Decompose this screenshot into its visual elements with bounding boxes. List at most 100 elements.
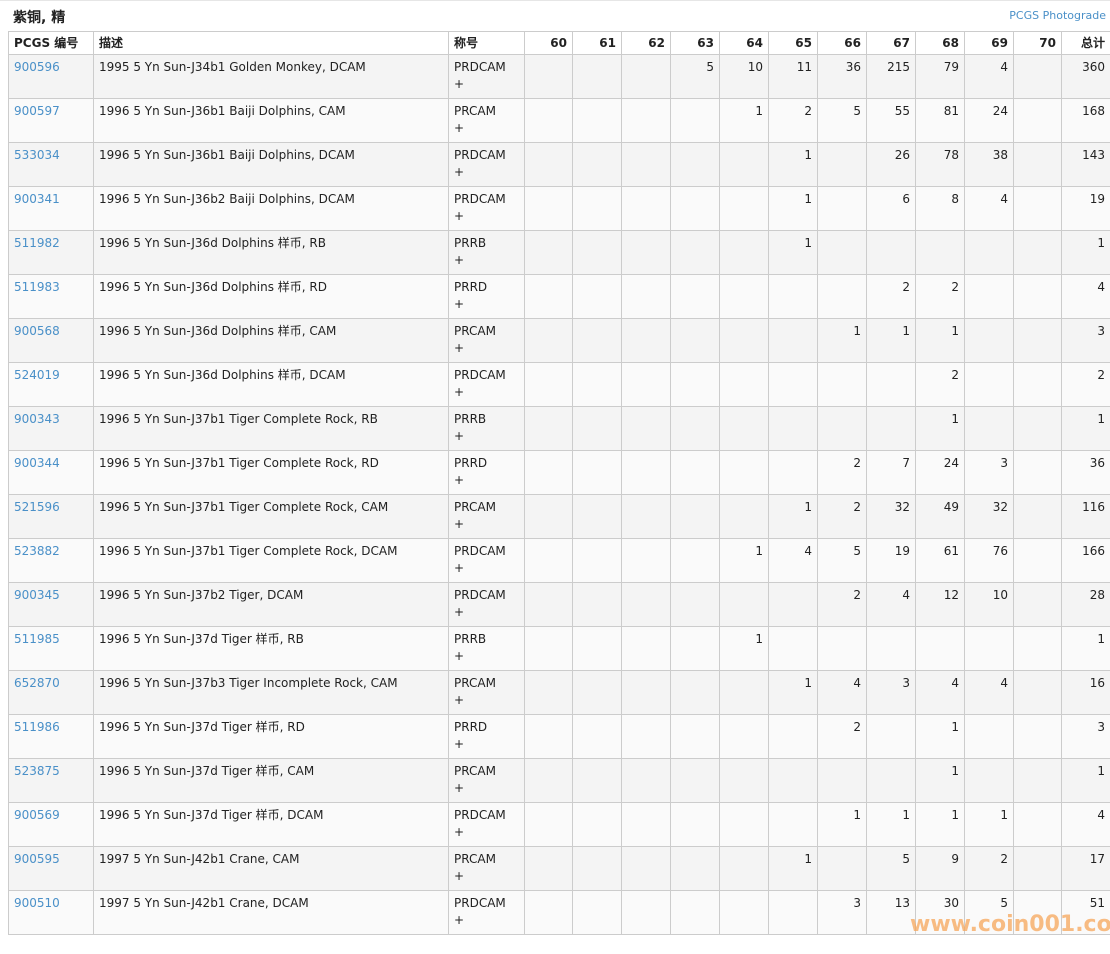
plus-marker: + [454,165,465,179]
grade-count-cell [1013,846,1062,891]
grade-count-cell [572,626,622,671]
grade-count-cell [719,450,769,495]
column-header: 62 [621,31,671,55]
grade-count-cell: 11 [768,54,818,99]
pcgs-id-link[interactable]: 511986 [14,720,60,734]
plus-marker: + [454,517,465,531]
pcgs-id-link[interactable]: 900595 [14,852,60,866]
grade-count-cell [768,626,818,671]
pcgs-id-cell: 511982 [8,230,94,275]
pcgs-id-link[interactable]: 652870 [14,676,60,690]
designation-cell: PRCAM + [448,318,525,363]
grade-count-cell [768,890,818,935]
description-cell: 1996 5 Yn Sun-J36b2 Baiji Dolphins, DCAM [93,186,449,231]
description-cell: 1996 5 Yn Sun-J37b1 Tiger Complete Rock,… [93,494,449,539]
grade-count-cell: 5 [817,98,867,143]
pcgs-id-link[interactable]: 900596 [14,60,60,74]
designation: PRDCAM [454,588,506,602]
pcgs-id-link[interactable]: 900345 [14,588,60,602]
pcgs-id-link[interactable]: 523875 [14,764,60,778]
grade-count-cell [1013,54,1062,99]
total-cell: 1 [1061,406,1110,451]
pcgs-id-link[interactable]: 533034 [14,148,60,162]
grade-count-cell: 4 [768,538,818,583]
pcgs-id-cell: 900344 [8,450,94,495]
grade-count-cell [719,582,769,627]
column-header: 63 [670,31,720,55]
designation: PRCAM [454,500,496,514]
grade-count-cell: 4 [964,186,1014,231]
pcgs-id-link[interactable]: 511982 [14,236,60,250]
designation: PRCAM [454,852,496,866]
description-cell: 1996 5 Yn Sun-J36b1 Baiji Dolphins, DCAM [93,142,449,187]
designation-cell: PRDCAM + [448,890,525,935]
grade-count-cell [1013,406,1062,451]
grade-count-cell [524,54,573,99]
grade-count-cell [670,98,720,143]
pcgs-id-link[interactable]: 523882 [14,544,60,558]
grade-count-cell: 2 [866,274,916,319]
pcgs-id-link[interactable]: 900344 [14,456,60,470]
grade-count-cell: 1 [768,142,818,187]
grade-count-cell: 1 [915,714,965,759]
grade-count-cell: 1 [719,98,769,143]
pcgs-id-link[interactable]: 511983 [14,280,60,294]
grade-count-cell [670,538,720,583]
total-cell: 36 [1061,450,1110,495]
grade-count-cell: 24 [964,98,1014,143]
grade-count-cell: 2 [817,494,867,539]
column-header: 61 [572,31,622,55]
column-header: 65 [768,31,818,55]
grade-count-cell [719,186,769,231]
grade-count-cell [670,758,720,803]
pcgs-photograde-link[interactable]: PCGS Photograde [1009,9,1106,22]
pcgs-id-link[interactable]: 521596 [14,500,60,514]
grade-count-cell: 1 [817,802,867,847]
total-cell: 360 [1061,54,1110,99]
grade-count-cell [524,450,573,495]
designation-cell: PRRD + [448,450,525,495]
grade-count-cell: 36 [817,54,867,99]
grade-count-cell: 76 [964,538,1014,583]
grade-count-cell [719,494,769,539]
grade-count-cell: 1 [719,626,769,671]
pcgs-id-link[interactable]: 900597 [14,104,60,118]
grade-count-cell [719,802,769,847]
plus-marker: + [454,869,465,883]
pcgs-id-link[interactable]: 900343 [14,412,60,426]
grade-count-cell [719,274,769,319]
grade-count-cell [572,186,622,231]
pcgs-id-link[interactable]: 900510 [14,896,60,910]
grade-count-cell [524,142,573,187]
grade-count-cell: 2 [817,714,867,759]
total-cell: 3 [1061,714,1110,759]
grade-count-cell: 19 [866,538,916,583]
grade-count-cell: 81 [915,98,965,143]
grade-count-cell: 38 [964,142,1014,187]
grade-count-cell [670,846,720,891]
designation: PRDCAM [454,368,506,382]
pcgs-id-link[interactable]: 900341 [14,192,60,206]
pcgs-id-link[interactable]: 511985 [14,632,60,646]
total-cell: 143 [1061,142,1110,187]
grade-count-cell: 1 [866,802,916,847]
plus-marker: + [454,649,465,663]
grade-count-cell [572,802,622,847]
grade-count-cell [817,362,867,407]
pcgs-id-link[interactable]: 900568 [14,324,60,338]
designation: PRCAM [454,104,496,118]
grade-count-cell [524,626,573,671]
description-cell: 1996 5 Yn Sun-J36d Dolphins 样币, RD [93,274,449,319]
table-row: 511983 1996 5 Yn Sun-J36d Dolphins 样币, RD… [8,274,1110,319]
table-row: 523875 1996 5 Yn Sun-J37d Tiger 样币, CAM PR… [8,758,1110,803]
grade-count-cell [866,758,916,803]
grade-count-cell [621,54,671,99]
grade-count-cell [621,802,671,847]
pcgs-id-cell: 900510 [8,890,94,935]
pcgs-id-cell: 652870 [8,670,94,715]
grade-count-cell [670,450,720,495]
pcgs-id-link[interactable]: 524019 [14,368,60,382]
grade-count-cell: 9 [915,846,965,891]
pcgs-id-cell: 900341 [8,186,94,231]
pcgs-id-link[interactable]: 900569 [14,808,60,822]
